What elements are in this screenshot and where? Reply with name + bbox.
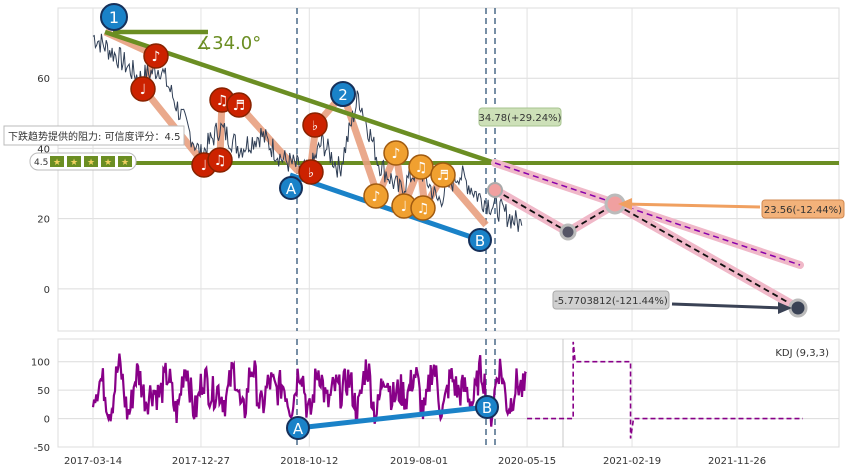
x-tick-label: 2018-10-12	[280, 456, 338, 467]
resistance-text: 下跌趋势提供的阻力: 可信度评分：4.5	[8, 130, 180, 143]
orange-note-markers: ♪ ♫ ♬ ♪ ♩ ♫	[363, 140, 456, 221]
note-marker: ♬	[226, 92, 252, 118]
peak-label-1: 1	[109, 8, 119, 27]
support-trendline	[289, 172, 481, 243]
kdj-series-line	[91, 353, 527, 427]
forecast-label: 23.56(-12.44%)	[761, 199, 845, 219]
svg-text:♪: ♪	[152, 49, 161, 65]
rating-star-glyph: ★	[121, 158, 129, 168]
trend-label-a: A	[286, 180, 297, 198]
forecast-arrow-head	[618, 198, 632, 210]
forecast-point-1	[487, 182, 503, 198]
x-tick-label: 2019-08-01	[390, 456, 448, 467]
peak-marker-2: 2	[330, 81, 356, 107]
note-marker: ♪	[143, 43, 169, 69]
forecast-point-2	[559, 223, 577, 241]
kdj-y-tick-label: 100	[31, 358, 50, 369]
low-label-text: -5.7703812(-121.44%)	[554, 296, 668, 307]
price-y-tick-label: 60	[37, 74, 50, 85]
forecast-point-4	[788, 298, 808, 318]
svg-text:♩: ♩	[401, 199, 408, 215]
rating-star-icon	[67, 156, 81, 167]
kdj-y-tick-label: 0	[44, 415, 50, 426]
x-tick-label: 2021-02-19	[603, 456, 661, 467]
svg-text:♩: ♩	[140, 82, 147, 98]
forecast-label-text: 23.56(-12.44%)	[764, 205, 842, 216]
kdj-marker-b-circle: B	[475, 395, 499, 419]
kdj-label-a: A	[293, 420, 304, 438]
x-tick-label: 2020-05-15	[498, 456, 556, 467]
kdj-divergence-line	[297, 404, 488, 431]
resistance-callout-box	[3, 125, 185, 146]
note-marker: ♩	[130, 76, 156, 102]
kdj-y-tick-label: -50	[34, 443, 50, 454]
svg-text:♫: ♫	[214, 153, 227, 169]
price-y-ticks: 0 20 40 60	[37, 74, 50, 296]
rating-star-glyph: ★	[87, 158, 95, 168]
trend-label-b: B	[475, 232, 485, 250]
note-marker: ♫	[207, 147, 233, 173]
x-tick-label: 2017-12-27	[172, 456, 230, 467]
forecast-line-lower	[494, 189, 799, 309]
svg-text:♭: ♭	[308, 166, 314, 181]
target-label-text: 34.78(+29.24%)	[479, 113, 562, 124]
rating-star-icon	[84, 156, 98, 167]
low-arrow-head	[778, 302, 792, 314]
note-marker: ♫	[410, 195, 436, 221]
resistance-trendline	[104, 29, 496, 166]
svg-text:♫: ♫	[417, 201, 430, 217]
peak-marker-1: 1	[100, 3, 128, 31]
red-note-markers: ♪ ♩ ♫ ♬ ♩ ♫ ♭ ♭	[130, 43, 328, 185]
rating-star-glyph: ★	[70, 158, 78, 168]
rating-star-icon	[101, 156, 115, 167]
trend-marker-a: A	[279, 176, 303, 200]
svg-text:♫: ♫	[216, 93, 229, 109]
svg-text:♬: ♬	[437, 168, 450, 184]
note-marker: ♪	[383, 140, 409, 166]
kdj-marker-a-circle: A	[286, 416, 310, 440]
rating-star-glyph: ★	[104, 158, 112, 168]
svg-text:♬: ♬	[233, 98, 246, 114]
x-tick-label: 2017-03-14	[64, 456, 122, 467]
kdj-legend: KDJ (9,3,3)	[775, 348, 829, 359]
svg-text:♪: ♪	[392, 146, 401, 162]
note-marker: ♬	[430, 162, 456, 188]
price-y-tick-label: 40	[37, 144, 50, 155]
trend-marker-b: B	[468, 228, 492, 252]
price-y-tick-label: 20	[37, 215, 50, 226]
price-grid	[58, 8, 839, 331]
rating-star-icon	[118, 156, 132, 167]
svg-text:♪: ♪	[372, 189, 381, 205]
kdj-future-line	[527, 341, 803, 439]
forecast-arrow	[624, 202, 761, 209]
angle-label: ∡34.0°	[196, 33, 261, 54]
price-y-tick-label: 0	[44, 285, 50, 296]
note-marker: ♭	[302, 112, 328, 138]
forecast-line-upper	[494, 162, 801, 266]
kdj-y-ticks: -50 0 50 100	[31, 358, 50, 454]
svg-text:♩: ♩	[201, 158, 208, 174]
rating-star-glyph: ★	[53, 158, 61, 168]
rating-star-icon	[50, 156, 64, 167]
x-axis-ticks: 2017-03-14 2017-12-27 2018-10-12 2019-08-01…	[64, 456, 766, 467]
note-marker: ♪	[363, 183, 389, 209]
note-marker: ♭	[298, 159, 324, 185]
x-tick-label: 2021-11-26	[708, 456, 766, 467]
target-label: 34.78(+29.24%)	[478, 107, 562, 127]
resistance-callout: 下跌趋势提供的阻力: 可信度评分：4.5 4.5 ★ ★ ★ ★ ★	[3, 125, 185, 171]
low-arrow	[671, 302, 785, 310]
note-marker: ♫	[408, 154, 434, 180]
peak-label-2: 2	[338, 86, 348, 104]
low-label: -5.7703812(-121.44%)	[552, 290, 670, 310]
rating-stars: ★ ★ ★ ★ ★	[50, 156, 132, 168]
svg-text:♫: ♫	[415, 160, 428, 176]
kdj-label-b: B	[482, 399, 492, 417]
kdj-y-tick-label: 50	[37, 386, 50, 397]
rating-value: 4.5	[34, 158, 48, 168]
svg-text:♭: ♭	[312, 119, 318, 134]
